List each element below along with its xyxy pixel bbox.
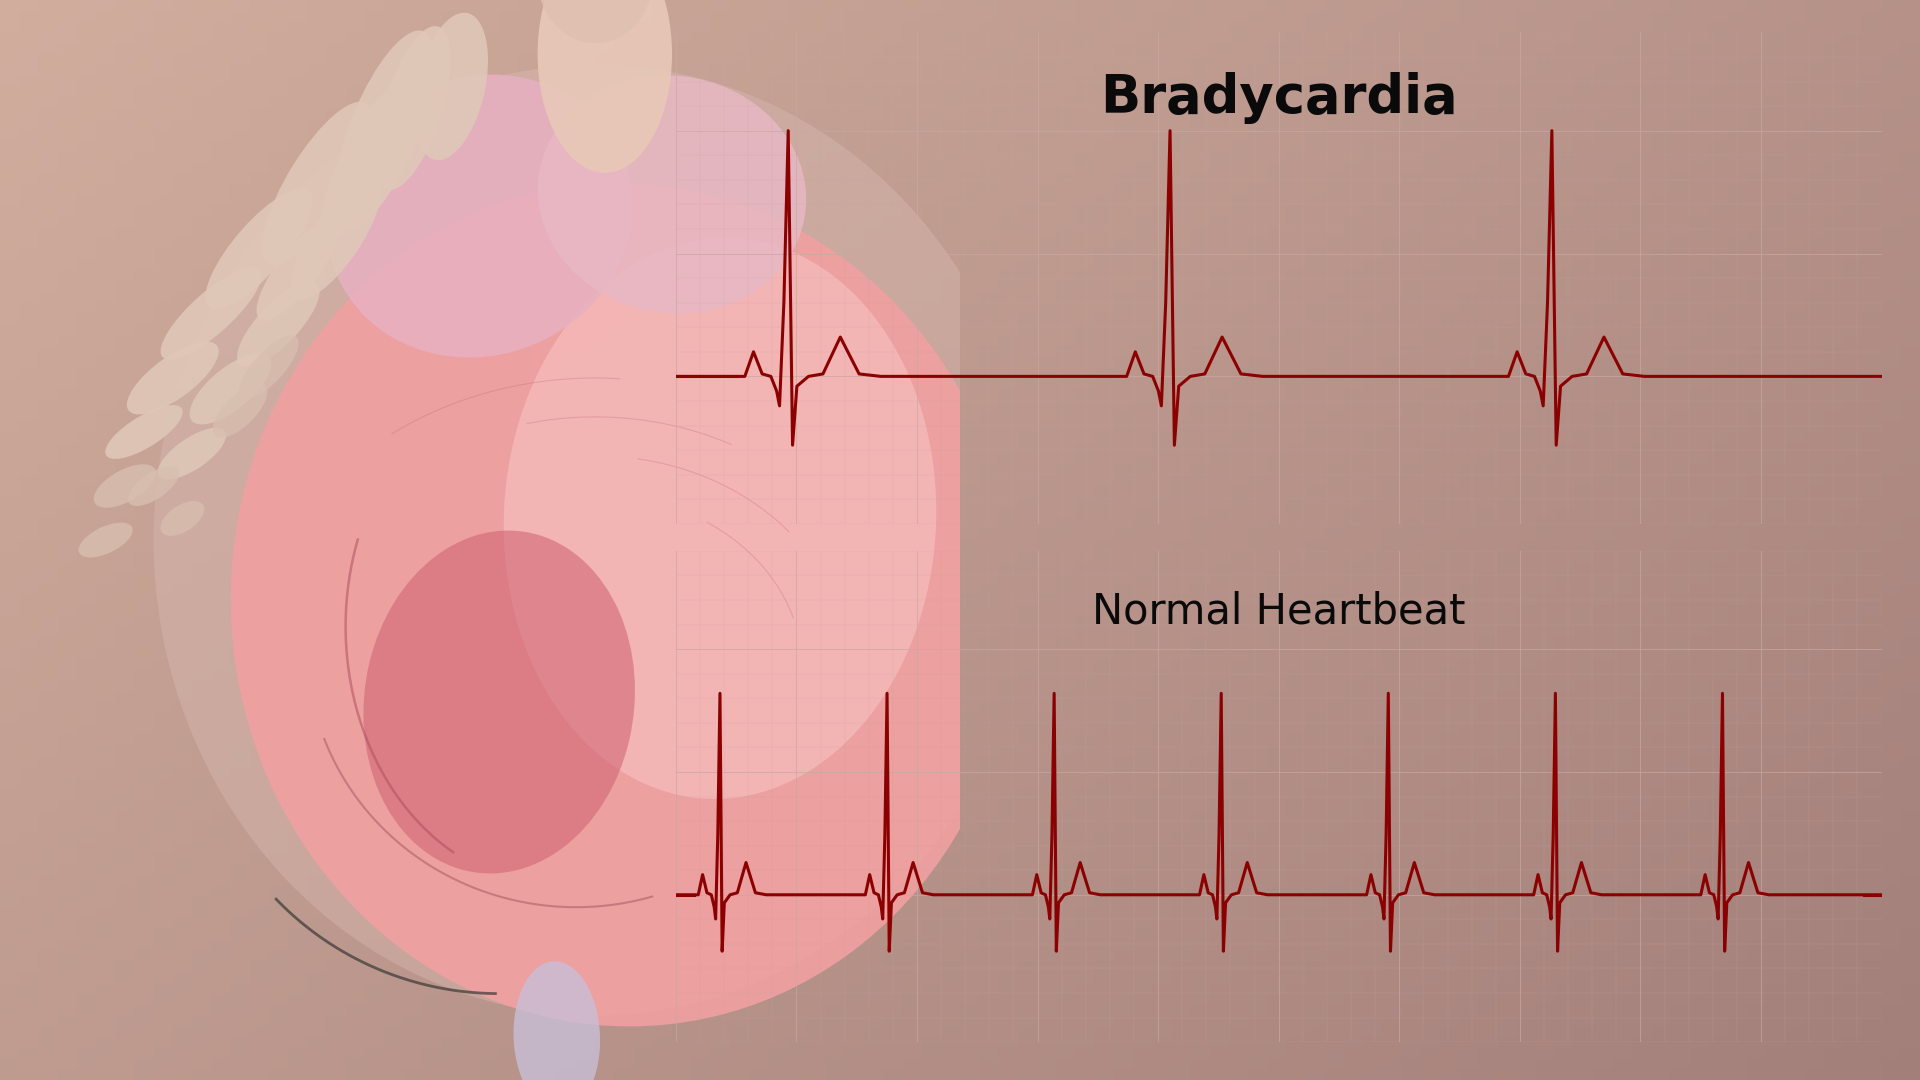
Ellipse shape xyxy=(321,86,409,238)
Ellipse shape xyxy=(538,0,653,43)
Text: Bradycardia: Bradycardia xyxy=(1100,71,1457,124)
Ellipse shape xyxy=(374,26,451,190)
Ellipse shape xyxy=(240,336,298,399)
Ellipse shape xyxy=(503,238,937,799)
Ellipse shape xyxy=(236,281,321,367)
Ellipse shape xyxy=(190,353,271,424)
Ellipse shape xyxy=(415,13,488,160)
Ellipse shape xyxy=(161,501,204,536)
Ellipse shape xyxy=(127,341,219,415)
Ellipse shape xyxy=(106,405,182,459)
Ellipse shape xyxy=(513,961,601,1080)
Ellipse shape xyxy=(205,188,313,309)
Ellipse shape xyxy=(154,65,1037,1015)
Ellipse shape xyxy=(257,219,338,321)
Text: Normal Heartbeat: Normal Heartbeat xyxy=(1092,590,1465,632)
Ellipse shape xyxy=(161,267,261,360)
Ellipse shape xyxy=(129,467,179,505)
Ellipse shape xyxy=(538,76,806,313)
Ellipse shape xyxy=(213,383,267,437)
Ellipse shape xyxy=(334,30,434,229)
Ellipse shape xyxy=(538,0,672,173)
Ellipse shape xyxy=(157,428,227,480)
Ellipse shape xyxy=(94,464,156,508)
Ellipse shape xyxy=(363,530,636,874)
Ellipse shape xyxy=(79,523,132,557)
Ellipse shape xyxy=(326,75,634,357)
Ellipse shape xyxy=(261,102,372,266)
Ellipse shape xyxy=(290,176,382,299)
Ellipse shape xyxy=(230,184,1018,1026)
